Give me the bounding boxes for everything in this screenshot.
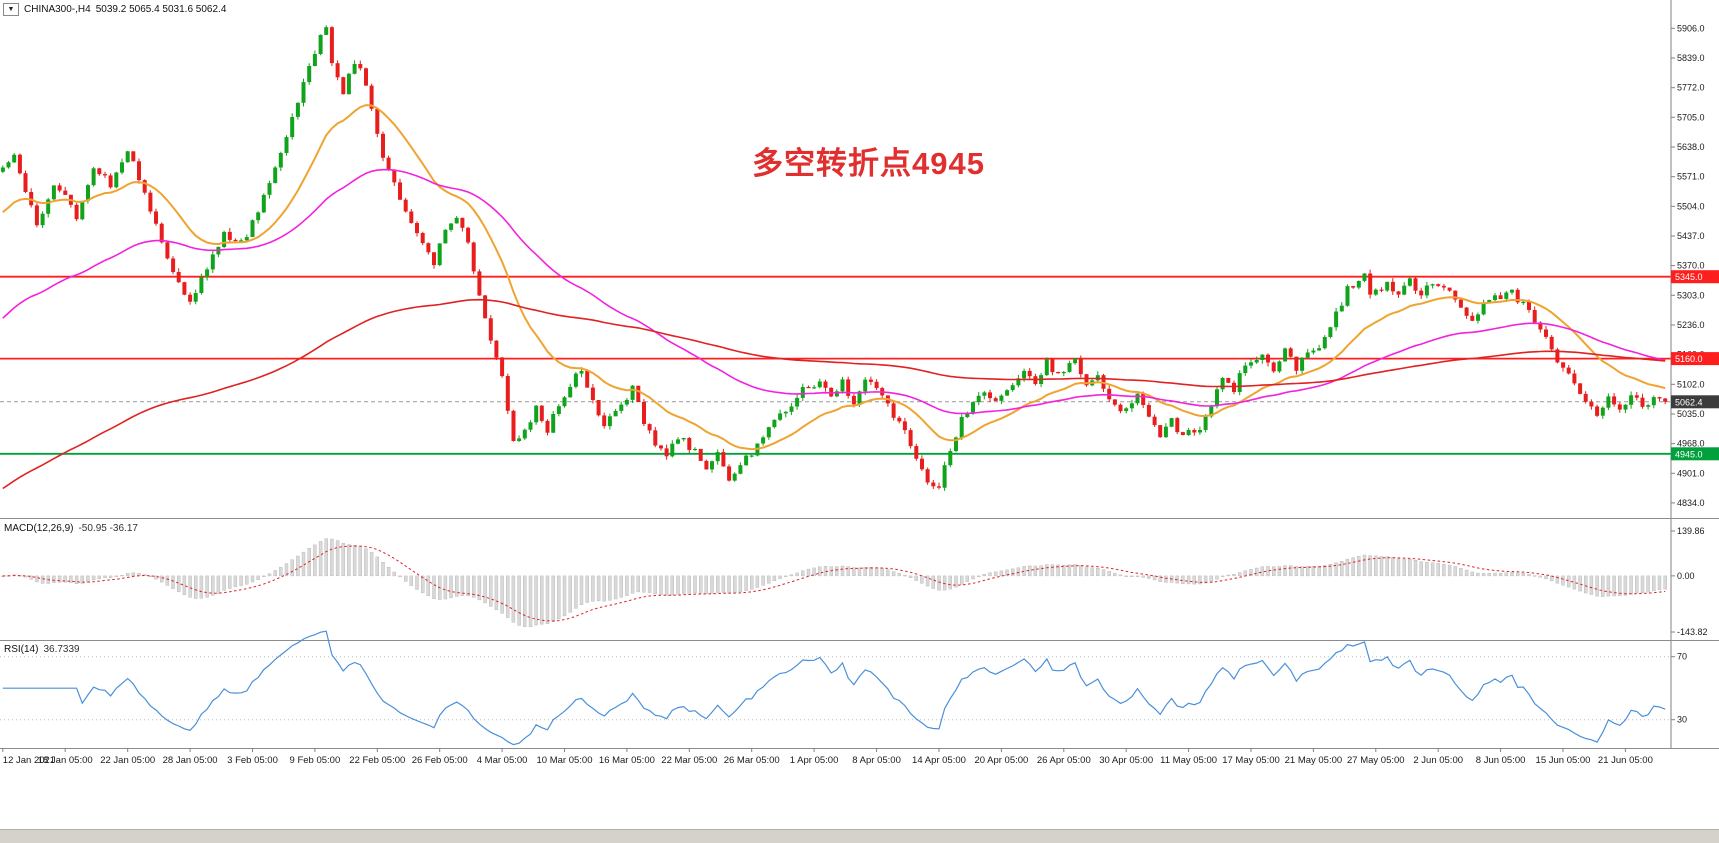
rsi-name: RSI(14) (4, 644, 39, 655)
macd-indicator-label: MACD(12,26,9) -50.95 -36.17 (4, 523, 138, 534)
rsi-value: 36.7339 (43, 644, 80, 655)
svg-text:5303.0: 5303.0 (1677, 290, 1705, 300)
svg-text:5571.0: 5571.0 (1677, 172, 1705, 182)
svg-text:12 Jan 2021: 12 Jan 2021 (3, 755, 55, 766)
svg-text:5705.0: 5705.0 (1677, 112, 1705, 122)
svg-text:5437.0: 5437.0 (1677, 231, 1705, 241)
svg-text:1 Apr 05:00: 1 Apr 05:00 (790, 755, 839, 766)
svg-text:8 Apr 05:00: 8 Apr 05:00 (852, 755, 901, 766)
chart-annotation[interactable]: 多空转折点4945 (752, 146, 985, 181)
svg-text:0.00: 0.00 (1677, 571, 1695, 581)
symbol-timeframe-label: CHINA300-,H4 (24, 4, 91, 15)
macd-values: -50.95 -36.17 (78, 523, 138, 534)
svg-text:30 Apr 05:00: 30 Apr 05:00 (1099, 755, 1153, 766)
svg-text:5772.0: 5772.0 (1677, 83, 1705, 93)
svg-text:26 Feb 05:00: 26 Feb 05:00 (412, 755, 468, 766)
svg-text:8 Jun 05:00: 8 Jun 05:00 (1476, 755, 1526, 766)
macd-name: MACD(12,26,9) (4, 523, 74, 534)
svg-text:139.86: 139.86 (1677, 526, 1705, 536)
svg-text:5638.0: 5638.0 (1677, 142, 1705, 152)
svg-text:5102.0: 5102.0 (1677, 379, 1705, 389)
support-resistance-lines (0, 275, 1671, 455)
svg-text:14 Apr 05:00: 14 Apr 05:00 (912, 755, 966, 766)
svg-text:30: 30 (1677, 715, 1687, 725)
svg-text:4968.0: 4968.0 (1677, 439, 1705, 449)
svg-text:22 Feb 05:00: 22 Feb 05:00 (349, 755, 405, 766)
svg-text:4945.0: 4945.0 (1675, 449, 1703, 459)
ohlc-values: 5039.2 5065.4 5031.6 5062.4 (95, 4, 227, 15)
svg-text:9 Feb 05:00: 9 Feb 05:00 (290, 755, 341, 766)
svg-text:4901.0: 4901.0 (1677, 468, 1705, 478)
macd-axis: 139.86 0.00 -143.82 (1671, 526, 1708, 637)
svg-text:5906.0: 5906.0 (1677, 23, 1705, 33)
svg-text:-143.82: -143.82 (1677, 627, 1708, 637)
medium-ma (2, 168, 1666, 415)
svg-text:5839.0: 5839.0 (1677, 53, 1705, 63)
rsi-levels: 70 30 (0, 652, 1687, 725)
symbol-info-bar: ▼ CHINA300-,H4 5039.2 5065.4 5031.6 5062… (3, 3, 226, 16)
slow-ma (2, 298, 1666, 490)
svg-text:21 Jun 05:00: 21 Jun 05:00 (1598, 755, 1653, 766)
svg-text:16 Mar 05:00: 16 Mar 05:00 (599, 755, 655, 766)
svg-text:2 Jun 05:00: 2 Jun 05:00 (1413, 755, 1463, 766)
svg-text:18 Jan 05:00: 18 Jan 05:00 (38, 755, 93, 766)
rsi-indicator-label: RSI(14) 36.7339 (4, 644, 80, 655)
svg-text:10 Mar 05:00: 10 Mar 05:00 (537, 755, 593, 766)
svg-text:28 Jan 05:00: 28 Jan 05:00 (163, 755, 218, 766)
svg-text:5160.0: 5160.0 (1675, 354, 1703, 364)
svg-text:70: 70 (1677, 652, 1687, 662)
svg-text:5370.0: 5370.0 (1677, 261, 1705, 271)
svg-text:22 Mar 05:00: 22 Mar 05:00 (661, 755, 717, 766)
svg-text:5504.0: 5504.0 (1677, 201, 1705, 211)
rsi-line (2, 630, 1666, 746)
svg-text:11 May 05:00: 11 May 05:00 (1160, 755, 1217, 766)
candlestick-series (0, 25, 1668, 491)
svg-text:15 Jun 05:00: 15 Jun 05:00 (1536, 755, 1591, 766)
fast-ma (2, 104, 1666, 451)
svg-text:17 May 05:00: 17 May 05:00 (1222, 755, 1280, 766)
svg-text:4 Mar 05:00: 4 Mar 05:00 (477, 755, 528, 766)
status-bar (0, 829, 1719, 843)
svg-text:26 Mar 05:00: 26 Mar 05:00 (724, 755, 780, 766)
price-axis[interactable]: 5906.0 5839.0 5772.0 5705.0 5638.0 5571.0 5504… (1670, 0, 1719, 748)
svg-text:3 Feb 05:00: 3 Feb 05:00 (227, 755, 278, 766)
svg-text:26 Apr 05:00: 26 Apr 05:00 (1037, 755, 1091, 766)
svg-text:27 May 05:00: 27 May 05:00 (1347, 755, 1405, 766)
chevron-down-icon: ▼ (7, 6, 15, 13)
svg-text:5236.0: 5236.0 (1677, 320, 1705, 330)
macd-signal-line (2, 545, 1666, 622)
moving-averages (2, 104, 1666, 490)
chart-canvas[interactable]: 5906.0 5839.0 5772.0 5705.0 5638.0 5571.0 5504… (0, 0, 1719, 775)
svg-text:21 May 05:00: 21 May 05:00 (1285, 755, 1343, 766)
macd-histogram (1, 538, 1667, 627)
svg-text:5345.0: 5345.0 (1675, 272, 1703, 282)
svg-text:20 Apr 05:00: 20 Apr 05:00 (974, 755, 1028, 766)
symbol-dropdown-button[interactable]: ▼ (3, 3, 19, 16)
svg-text:22 Jan 05:00: 22 Jan 05:00 (100, 755, 155, 766)
svg-text:5035.0: 5035.0 (1677, 409, 1705, 419)
svg-text:4834.0: 4834.0 (1677, 498, 1705, 508)
svg-text:5062.4: 5062.4 (1675, 397, 1703, 407)
